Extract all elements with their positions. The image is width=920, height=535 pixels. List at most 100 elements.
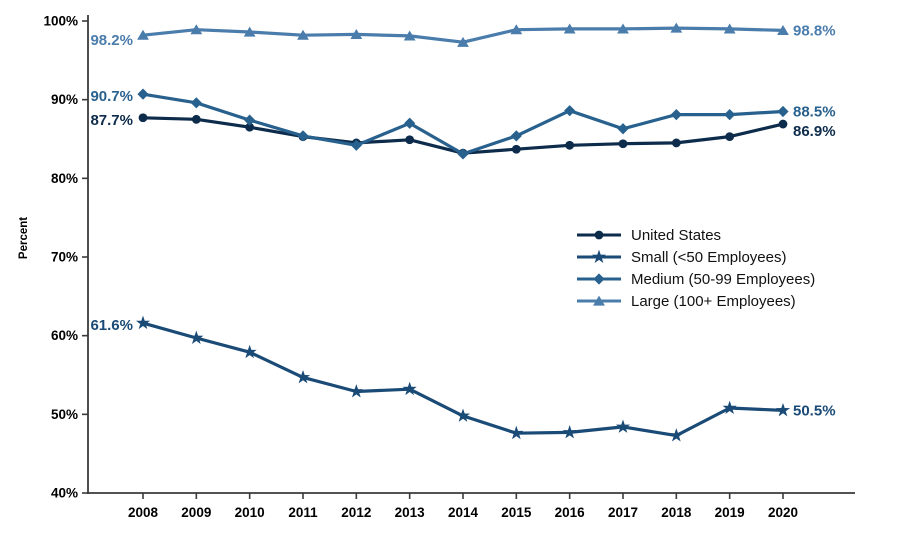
diamond-marker-icon <box>190 97 202 109</box>
triangle-marker-icon <box>670 22 683 33</box>
diamond-marker-icon <box>577 273 621 285</box>
x-tick-label: 2010 <box>235 505 265 520</box>
triangle-marker-icon <box>403 30 416 41</box>
y-tick-label: 90% <box>51 92 78 107</box>
legend-label: Large (100+ Employees) <box>631 292 796 310</box>
diamond-marker-icon <box>137 88 149 100</box>
diamond-marker-icon <box>670 109 682 121</box>
circle-marker-icon <box>191 114 201 124</box>
legend-label: United States <box>631 226 722 244</box>
diamond-marker-icon <box>510 130 522 142</box>
triangle-marker-icon <box>617 23 629 34</box>
legend-item-medium-50-99-employees: Medium (50-99 Employees) <box>576 270 815 288</box>
diamond-marker-icon <box>777 105 789 118</box>
x-tick-label: 2014 <box>448 505 479 520</box>
diamond-marker-icon <box>564 105 576 117</box>
triangle-marker-icon <box>297 29 309 40</box>
circle-marker-icon <box>565 140 575 150</box>
triangle-marker-icon <box>243 26 256 37</box>
data-labels: 87.7% 86.9% 61.6% 50.5% 90.7% 88.5% 98.2% 98.8% <box>90 22 835 419</box>
y-tick-label: 70% <box>51 250 78 265</box>
triangle-marker-icon <box>510 24 523 35</box>
end-value-label-medium-50-99-employees: 88.5% <box>793 103 836 120</box>
circle-marker-icon <box>671 138 681 148</box>
star-marker-icon <box>455 408 471 422</box>
diamond-marker-icon <box>350 139 362 151</box>
series-large-100-employees <box>137 22 789 47</box>
triangle-marker-icon <box>457 36 469 47</box>
y-tick-label: 100% <box>43 14 78 29</box>
x-tick-label: 2018 <box>661 505 692 520</box>
circle-marker-icon <box>618 139 628 149</box>
star-marker-icon <box>577 249 621 263</box>
star-marker-icon <box>775 403 791 417</box>
axes: 40% 50% 60% 70% 80% 90% 100% 2008 2009 2010 2011 20… <box>43 14 855 520</box>
diamond-marker-icon <box>404 117 416 129</box>
triangle-marker-icon <box>563 23 576 34</box>
circle-marker-icon <box>405 135 415 145</box>
diamond-marker-icon <box>244 114 256 126</box>
y-tick-label: 60% <box>51 328 78 343</box>
star-marker-icon <box>402 381 417 396</box>
x-tick-label: 2020 <box>768 505 798 520</box>
star-marker-icon <box>295 369 311 384</box>
circle-marker-icon <box>725 132 735 142</box>
diamond-marker-icon <box>297 130 309 142</box>
series-medium-50-99-employees <box>137 88 789 160</box>
circle-marker-icon <box>778 119 788 129</box>
triangle-marker-icon <box>577 295 621 306</box>
legend-item-large-100-employees: Large (100+ Employees) <box>576 292 815 310</box>
y-tick-label: 40% <box>51 486 78 501</box>
triangle-marker-icon <box>137 29 149 40</box>
x-tick-label: 2011 <box>288 505 318 520</box>
star-marker-icon <box>669 428 684 442</box>
x-tick-label: 2016 <box>555 505 586 520</box>
start-value-label-united-states: 87.7% <box>90 112 133 129</box>
star-marker-icon <box>189 330 204 345</box>
triangle-marker-icon <box>723 23 736 34</box>
series-line-united-states <box>142 116 784 155</box>
legend-item-small-50-employees: Small (<50 Employees) <box>576 248 815 266</box>
legend-item-united-states: United States <box>576 226 815 244</box>
start-value-label-small-50-employees: 61.6% <box>90 317 133 334</box>
triangle-marker-icon <box>190 24 203 35</box>
star-marker-icon <box>242 344 257 359</box>
star-marker-icon <box>509 425 524 440</box>
star-marker-icon <box>562 425 577 439</box>
legend-label: Small (<50 Employees) <box>631 248 787 266</box>
x-tick-label: 2013 <box>395 505 426 520</box>
x-tick-label: 2008 <box>128 505 159 520</box>
star-marker-icon <box>135 315 151 330</box>
x-tick-label: 2012 <box>341 505 371 520</box>
triangle-marker-icon <box>350 28 363 39</box>
star-marker-icon <box>349 384 364 398</box>
x-tick-label: 2015 <box>501 505 532 520</box>
x-tick-label: 2017 <box>608 505 638 520</box>
start-value-label-large-100-employees: 98.2% <box>90 32 133 49</box>
star-marker-icon <box>615 419 631 433</box>
y-axis-title: Percent <box>18 217 30 259</box>
series-lines <box>135 22 791 442</box>
end-value-label-united-states: 86.9% <box>793 123 836 140</box>
legend-label: Medium (50-99 Employees) <box>631 270 816 288</box>
circle-marker-icon <box>138 113 148 123</box>
star-marker-icon <box>722 400 737 415</box>
x-tick-label: 2019 <box>715 505 745 520</box>
legend: United States Small (<50 Employees) Medium… <box>576 226 815 310</box>
diamond-marker-icon <box>617 123 629 135</box>
start-value-label-medium-50-99-employees: 90.7% <box>90 88 133 105</box>
end-value-label-large-100-employees: 98.8% <box>793 22 836 39</box>
y-tick-label: 80% <box>51 171 78 186</box>
diamond-marker-icon <box>457 148 469 160</box>
y-tick-label: 50% <box>51 407 78 422</box>
series-small-50-employees <box>135 315 791 442</box>
triangle-marker-icon <box>777 25 789 36</box>
diamond-marker-icon <box>724 109 736 121</box>
circle-marker-icon <box>245 122 255 132</box>
x-tick-label: 2009 <box>181 505 211 520</box>
circle-marker-icon <box>577 230 621 240</box>
circle-marker-icon <box>511 144 521 154</box>
end-value-label-small-50-employees: 50.5% <box>793 402 836 419</box>
